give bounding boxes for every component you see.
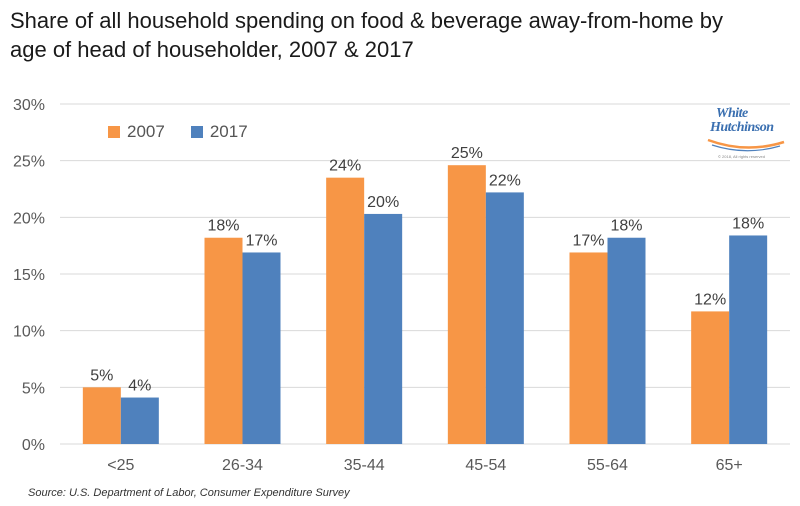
bar-2007-0: [82, 387, 121, 444]
logo-copyright: © 2018, All rights reserved: [718, 154, 765, 159]
data-label: 24%: [329, 158, 361, 175]
y-tick-label: 25%: [13, 154, 45, 171]
bar-2007-5: [691, 311, 730, 444]
x-tick-label: 55-64: [587, 457, 628, 474]
legend-item-2007: 2007: [108, 122, 165, 142]
legend-label-2017: 2017: [209, 122, 248, 141]
x-tick-label: 65+: [716, 457, 743, 474]
x-tick-label: <25: [107, 457, 134, 474]
chart-title: Share of all household spending on food …: [10, 6, 790, 64]
legend-swatch-2017: [190, 126, 203, 138]
bar-2017-5: [729, 235, 768, 444]
data-label: 12%: [694, 291, 726, 308]
bar-2017-0: [120, 397, 159, 444]
x-tick-label: 45-54: [465, 457, 506, 474]
data-label: 5%: [90, 367, 113, 384]
bar-2007-3: [447, 165, 486, 444]
y-tick-label: 10%: [13, 324, 45, 341]
y-tick-label: 5%: [22, 380, 45, 397]
data-label: 20%: [367, 194, 399, 211]
logo-text-hutchinson: Hutchinson: [710, 120, 774, 135]
bar-2017-3: [485, 192, 524, 444]
legend-item-2017: 2017: [190, 122, 248, 142]
data-label: 18%: [610, 218, 642, 235]
y-tick-label: 20%: [13, 210, 45, 227]
logo-text-white: White: [716, 106, 748, 121]
chart-title-line-1: Share of all household spending on food …: [10, 8, 724, 33]
bar-2017-4: [607, 237, 646, 444]
y-tick-label: 15%: [13, 267, 45, 284]
bar-2017-1: [242, 252, 281, 444]
bar-2007-1: [204, 237, 243, 444]
source-note: Source: U.S. Department of Labor, Consum…: [28, 487, 350, 499]
data-label: 22%: [489, 172, 521, 189]
logo-swoosh-icon: [707, 138, 785, 152]
bar-2007-4: [569, 252, 608, 444]
data-label: 25%: [451, 145, 483, 162]
x-tick-label: 35-44: [344, 457, 385, 474]
y-tick-label: 30%: [13, 97, 45, 114]
data-label: 4%: [128, 378, 151, 395]
x-tick-label: 26-34: [222, 457, 263, 474]
white-hutchinson-logo: White Hutchinson © 2018, All rights rese…: [706, 106, 786, 166]
legend: 2007 2017: [108, 122, 274, 142]
bar-2017-2: [364, 213, 403, 444]
data-label: 17%: [572, 232, 604, 249]
legend-label-2007: 2007: [127, 122, 165, 141]
data-label: 18%: [732, 215, 764, 232]
legend-swatch-2007: [108, 126, 120, 138]
chart-title-line-2: age of head of householder, 2007 & 2017: [10, 37, 414, 62]
y-tick-label: 0%: [22, 437, 45, 454]
data-label: 17%: [245, 232, 277, 249]
bar-2007-2: [326, 177, 365, 444]
data-label: 18%: [207, 218, 239, 235]
